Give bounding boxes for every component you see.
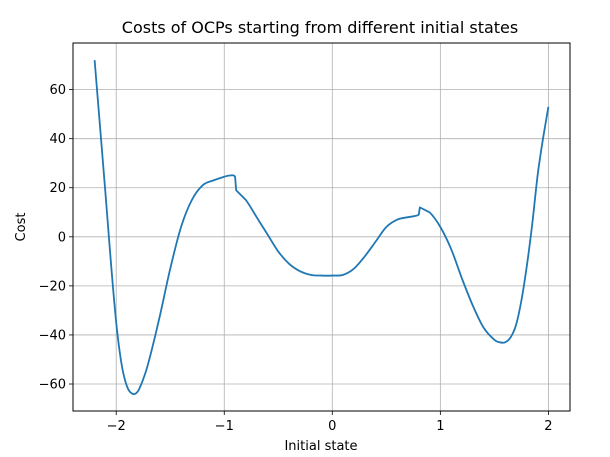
y-tick-label: 40	[49, 132, 66, 147]
y-axis-label: Cost	[14, 213, 29, 242]
y-tick-label: 20	[49, 181, 66, 196]
x-tick-label: −1	[215, 419, 234, 434]
x-tick-label: 0	[328, 419, 336, 434]
y-tick-label: −60	[39, 378, 66, 393]
x-tick-label: 1	[436, 419, 444, 434]
y-tick-label: 60	[49, 83, 66, 98]
grid	[73, 43, 570, 411]
x-axis-label: Initial state	[284, 439, 357, 454]
x-axis-ticks: −2 −1 0 1 2	[107, 411, 553, 434]
chart-title: Costs of OCPs starting from different in…	[122, 18, 518, 37]
x-tick-label: 2	[544, 419, 552, 434]
x-tick-label: −2	[107, 419, 126, 434]
y-tick-label: −20	[39, 279, 66, 294]
axes-frame	[73, 43, 570, 411]
y-tick-label: −40	[39, 328, 66, 343]
y-tick-label: 0	[58, 230, 66, 245]
series-line-cost	[95, 60, 549, 394]
y-axis-ticks: −60 −40 −20 0 20 40 60	[39, 83, 73, 392]
